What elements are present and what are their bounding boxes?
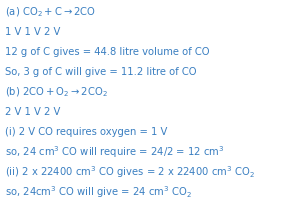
Text: So, 3 g of C will give = 11.2 litre of CO: So, 3 g of C will give = 11.2 litre of C… [5, 67, 196, 77]
Text: 12 g of C gives = 44.8 litre volume of CO: 12 g of C gives = 44.8 litre volume of C… [5, 47, 209, 57]
Text: 1 V 1 V 2 V: 1 V 1 V 2 V [5, 27, 60, 37]
Text: (ii) 2 x 22400 cm$^3$ CO gives = 2 x 22400 cm$^3$ $\mathrm{CO_2}$: (ii) 2 x 22400 cm$^3$ CO gives = 2 x 224… [5, 164, 255, 180]
Text: 2 V 1 V 2 V: 2 V 1 V 2 V [5, 107, 60, 117]
Text: so, 24 cm$^3$ CO will require = 24/2 = 12 cm$^3$: so, 24 cm$^3$ CO will require = 24/2 = 1… [5, 144, 224, 160]
Text: (a) $\mathrm{CO_2 + C \rightarrow 2CO}$: (a) $\mathrm{CO_2 + C \rightarrow 2CO}$ [5, 6, 95, 19]
Text: (i) 2 V CO requires oxygen = 1 V: (i) 2 V CO requires oxygen = 1 V [5, 127, 167, 137]
Text: so, 24cm$^3$ CO will give = 24 cm$^3$ $\mathrm{CO_2}$: so, 24cm$^3$ CO will give = 24 cm$^3$ $\… [5, 184, 192, 200]
Text: (b) $\mathrm{2CO + O_2 \rightarrow 2CO_2}$: (b) $\mathrm{2CO + O_2 \rightarrow 2CO_2… [5, 85, 107, 99]
